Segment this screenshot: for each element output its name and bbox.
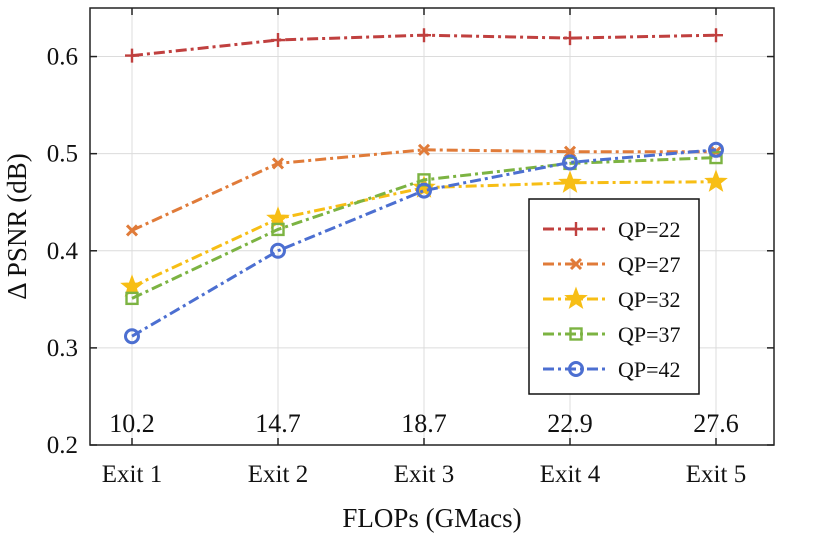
series-line: [131, 148, 717, 338]
flops-label: 14.7: [255, 409, 301, 438]
data-point: [271, 222, 285, 237]
data-point: [558, 170, 582, 193]
flops-label: 27.6: [693, 409, 739, 438]
legend-label: QP=22: [618, 217, 681, 242]
legend-label: QP=42: [618, 357, 681, 382]
x-axis-title: FLOPs (GMacs): [342, 503, 521, 533]
flops-label: 18.7: [401, 409, 447, 438]
legend-box: [528, 198, 700, 395]
series-line: [131, 156, 717, 300]
series-qp-22: [125, 28, 723, 63]
data-point: [563, 31, 577, 46]
legend-marker: [569, 222, 583, 236]
legend-item: QP=27: [543, 252, 681, 277]
x-tick-label: Exit 5: [686, 461, 746, 488]
x-axis: Exit 1 Exit 2 Exit 3 Exit 4 Exit 5: [102, 8, 746, 488]
legend-marker: [569, 327, 583, 341]
y-tick-label: 0.4: [47, 238, 79, 265]
legend-item: QP=37: [543, 322, 681, 347]
flops-label: 10.2: [109, 409, 155, 438]
data-point: [417, 143, 431, 156]
series-qp-27: [125, 143, 723, 237]
flops-labels: 10.2 14.7 18.7 22.9 27.6: [109, 409, 739, 438]
y-tick-label: 0.5: [47, 141, 78, 168]
data-point: [704, 169, 728, 192]
x-tick-label: Exit 4: [540, 461, 601, 488]
legend-item: QP=32: [543, 286, 681, 312]
data-point: [709, 28, 723, 43]
x-tick-label: Exit 1: [102, 461, 162, 488]
data-point: [412, 175, 436, 198]
data-point: [563, 145, 577, 158]
plot-frame: [89, 7, 775, 446]
x-tick-label: Exit 2: [248, 461, 308, 488]
data-point: [125, 224, 139, 237]
data-point: [125, 48, 139, 63]
data-point: [124, 328, 140, 345]
legend-label: QP=27: [618, 252, 681, 277]
data-point: [271, 33, 285, 48]
series-group: [120, 28, 728, 345]
y-tick-label: 0.3: [47, 335, 78, 362]
legend-label: QP=32: [618, 287, 681, 312]
legend-item: QP=42: [543, 357, 681, 382]
x-tick-label: Exit 3: [394, 461, 454, 488]
data-point: [416, 182, 432, 199]
series-qp-42: [124, 141, 724, 345]
legend-marker: [564, 286, 588, 310]
data-point: [709, 150, 723, 165]
y-tick-label: 0.2: [47, 432, 78, 459]
flops-label: 22.9: [547, 409, 593, 438]
data-point: [708, 141, 724, 158]
legend-item: QP=22: [543, 217, 681, 242]
data-point: [417, 28, 431, 43]
data-point: [120, 274, 144, 297]
legend-marker: [569, 257, 583, 271]
series-line: [131, 148, 716, 232]
legend-label: QP=37: [618, 322, 681, 347]
data-point: [125, 291, 139, 306]
y-axis: 0.2 0.3 0.4 0.5 0.6: [47, 44, 774, 459]
data-point: [562, 154, 578, 171]
data-point: [270, 242, 286, 259]
data-point: [271, 157, 285, 170]
y-axis-title: Δ PSNR (dB): [2, 153, 32, 299]
legend-marker: [568, 361, 584, 377]
legend: QP=22 QP=27 QP=32 QP=37 QP=42: [528, 198, 700, 395]
y-tick-label: 0.6: [47, 44, 78, 71]
